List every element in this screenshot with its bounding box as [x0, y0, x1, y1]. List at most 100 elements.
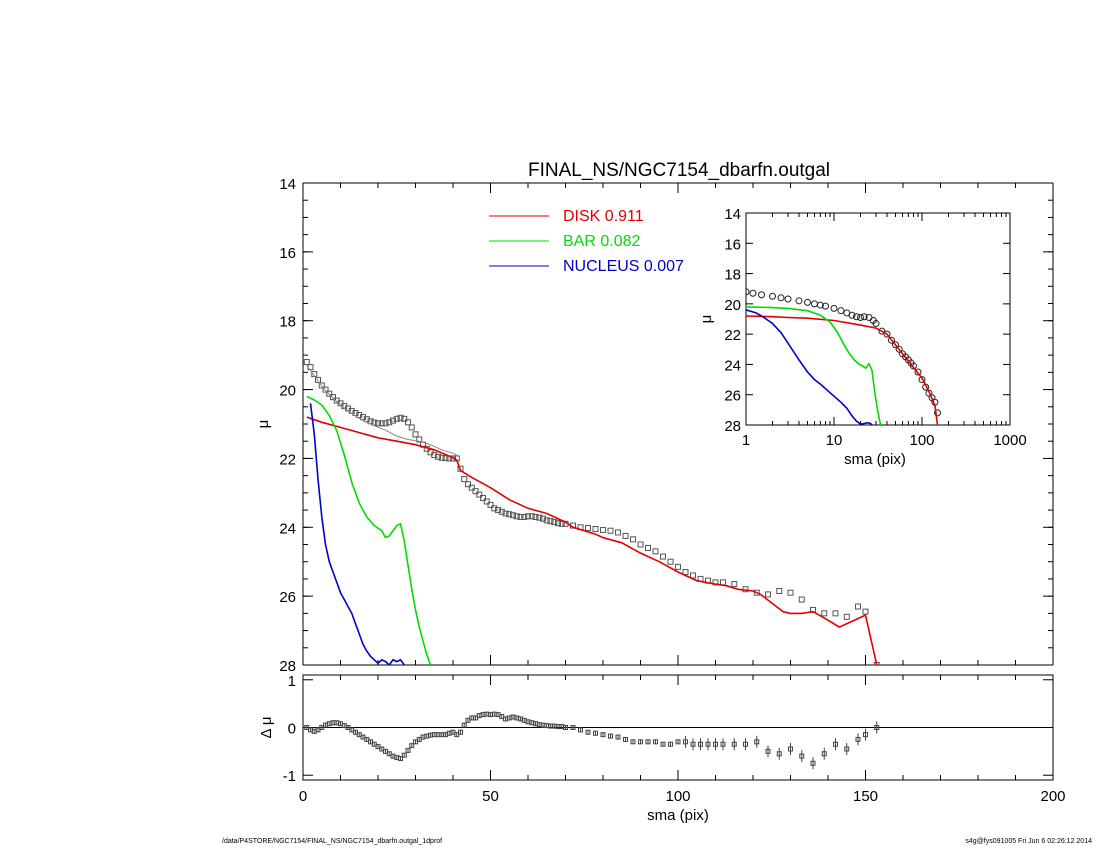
main-point [720, 579, 726, 586]
main-point [495, 507, 501, 514]
inset-series-group [746, 288, 941, 425]
main-point [315, 376, 321, 383]
resid-xtick-label: 50 [482, 788, 499, 805]
main-series-group [303, 359, 880, 665]
main-point [416, 436, 423, 443]
inset-line-bar [746, 306, 882, 425]
main-point [330, 394, 336, 401]
inset-line-nucleus [746, 309, 873, 425]
main-point [543, 517, 550, 524]
resid-xtick-label: 0 [299, 788, 307, 805]
main-point [855, 603, 861, 610]
resid-point [720, 741, 726, 747]
main-ytick-label: 20 [279, 383, 296, 400]
main-line-model [306, 365, 458, 456]
main-point [412, 431, 419, 438]
inset-point [856, 313, 864, 321]
inset-ytick-label: 14 [724, 206, 741, 223]
resid-point [810, 760, 816, 766]
inset-point [887, 336, 895, 344]
inset-point [909, 362, 917, 370]
main-point [461, 476, 468, 483]
resid-point [398, 756, 403, 762]
main-ylabel: μ [255, 420, 272, 429]
inset-xtick-label: 100 [909, 432, 934, 449]
inset-point [810, 300, 818, 308]
inset-point [883, 330, 891, 338]
resid-point [578, 727, 583, 733]
inset-ytick-label: 16 [724, 236, 741, 253]
resid-point [630, 739, 636, 745]
main-point [326, 390, 333, 397]
resid-point [683, 739, 688, 745]
chart-title: FINAL_NS/NGC7154_dbarfn.outgal [528, 160, 830, 181]
main-point [468, 484, 475, 491]
main-point [551, 519, 558, 526]
inset-line-disk [746, 315, 939, 425]
resid-point [645, 739, 651, 745]
main-point [431, 451, 438, 458]
inset-point [777, 294, 785, 302]
main-point [765, 591, 771, 598]
main-point [667, 558, 674, 565]
inset-ytick-label: 28 [724, 418, 741, 435]
inset-ytick-label: 24 [724, 357, 741, 374]
inset-point [872, 320, 880, 328]
inset-point [816, 301, 824, 309]
inset-ytick-label: 20 [724, 297, 741, 314]
main-point [652, 548, 659, 555]
main-point [660, 553, 666, 560]
main-point [798, 596, 805, 603]
resid-point [874, 725, 880, 730]
main-ytick-label: 16 [279, 245, 296, 262]
inset-ytick-label: 18 [724, 267, 741, 284]
main-point [491, 505, 498, 512]
main-point [322, 386, 329, 393]
main-ytick-label: 14 [279, 176, 296, 193]
main-point [382, 420, 389, 427]
main-point [375, 420, 381, 427]
resid-point [765, 748, 771, 754]
main-point [303, 359, 310, 366]
resid-point [593, 730, 598, 736]
main-point [442, 455, 449, 462]
main-point [540, 515, 546, 522]
main-frame [302, 182, 1054, 666]
main-point [690, 572, 696, 579]
resid-point [698, 741, 703, 747]
main-point [378, 420, 385, 427]
main-point [645, 544, 651, 551]
inset-point [830, 304, 838, 312]
main-point [487, 501, 494, 508]
resid-point [863, 732, 868, 738]
main-point [465, 481, 471, 488]
main-ytick-label: 24 [279, 520, 296, 537]
inset-xtick-label: 1 [742, 432, 750, 449]
inset-xtick-label: 10 [826, 432, 843, 449]
inset-ytick-label: 22 [724, 327, 741, 344]
resid-xlabel: sma (pix) [647, 807, 709, 824]
inset-point [848, 311, 856, 319]
footer-file-path: /data/P4STORE/NGC7154/FINAL_NS/NGC7154_d… [222, 838, 443, 845]
main-point [536, 514, 543, 521]
main-line-bar [306, 395, 432, 665]
resid-point [401, 752, 407, 758]
main-point [401, 415, 408, 422]
resid-point [690, 741, 696, 747]
main-ytick-label: 18 [279, 314, 296, 331]
main-profile-panel: 14 16 18 20 22 24 26 28 μ [255, 176, 1054, 675]
resid-point [705, 741, 711, 747]
main-point [510, 512, 516, 519]
resid-point [608, 733, 613, 739]
main-point [405, 419, 411, 426]
main-point [371, 419, 378, 426]
main-point [615, 529, 621, 536]
main-point [862, 608, 869, 615]
inset-log-panel: 14 16 18 20 22 24 26 281 10 100 1000 sma (pix) μ [698, 206, 1027, 468]
resid-point [563, 725, 568, 730]
main-point [480, 495, 486, 502]
resid-point [855, 736, 861, 742]
